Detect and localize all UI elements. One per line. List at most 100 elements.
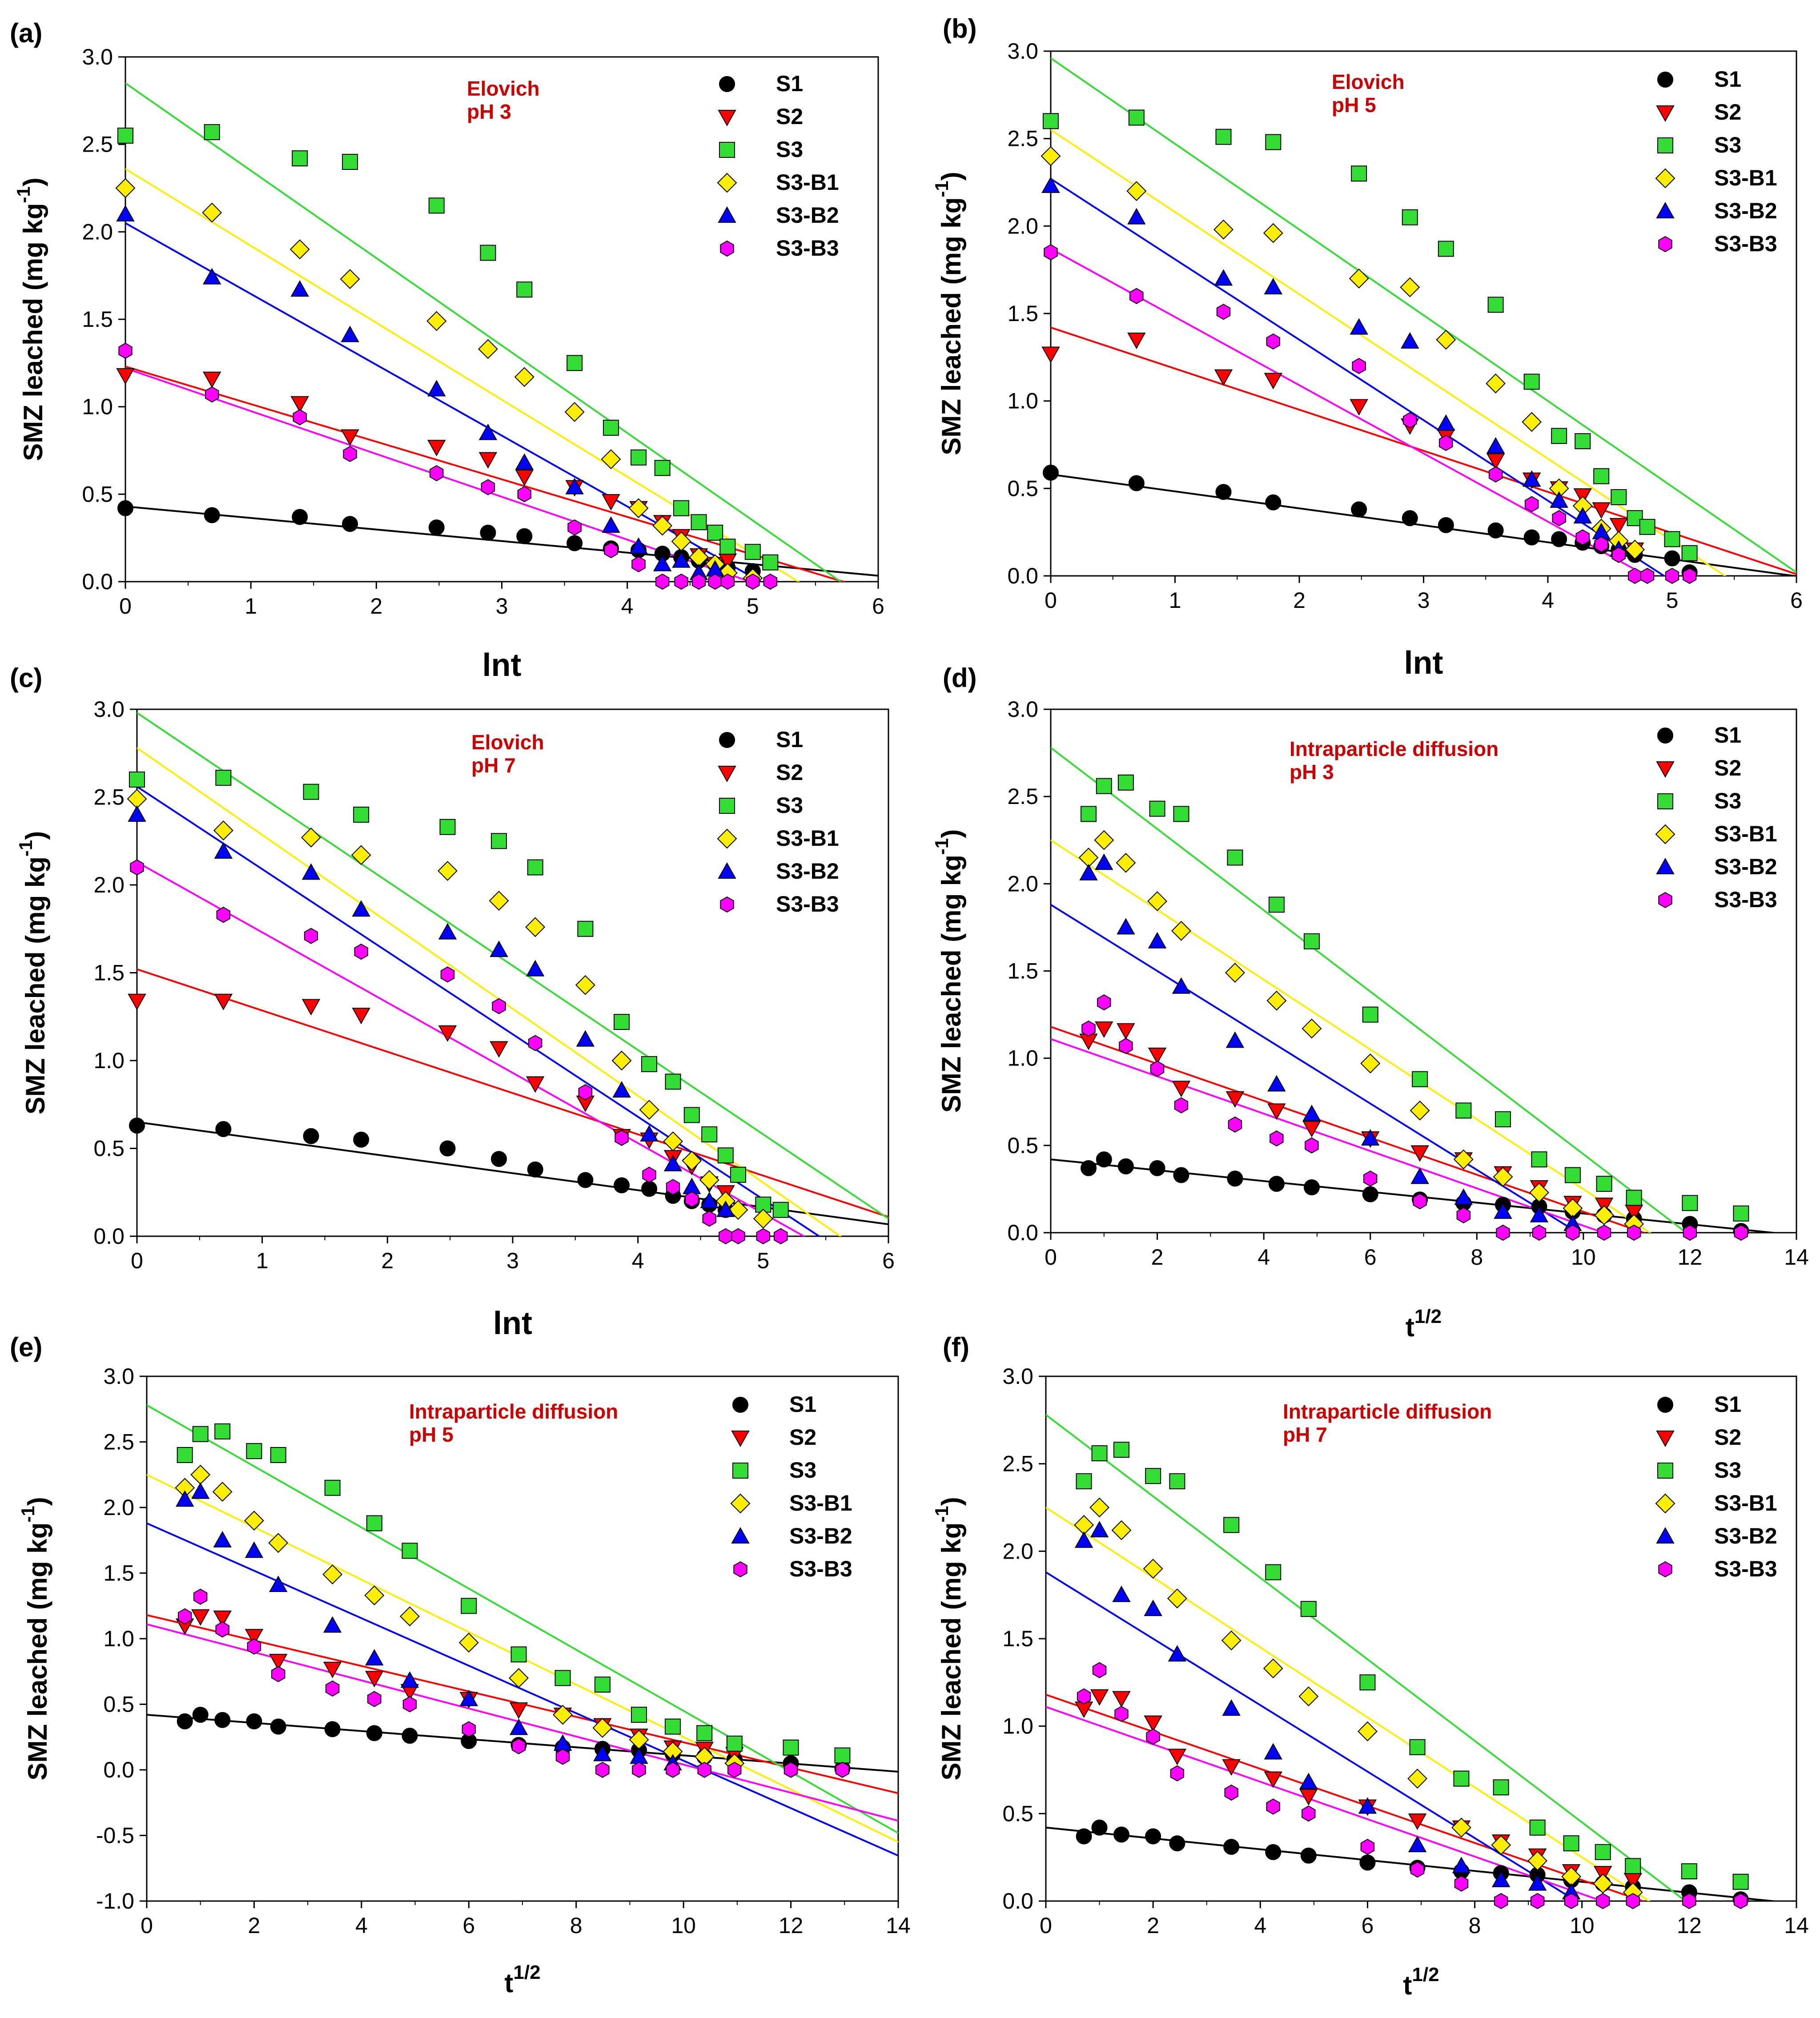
data-point xyxy=(1076,1828,1092,1845)
x-tick-label: 2 xyxy=(370,594,382,619)
series-s3-b2 xyxy=(1041,176,1628,557)
data-point xyxy=(611,1050,632,1071)
data-point xyxy=(639,1100,659,1120)
data-point xyxy=(1564,1167,1581,1183)
data-point xyxy=(1127,333,1146,350)
data-point xyxy=(717,1147,734,1164)
data-point xyxy=(671,531,691,551)
legend-label: S3 xyxy=(776,137,803,162)
data-point xyxy=(526,960,545,977)
data-point xyxy=(427,440,446,457)
data-point xyxy=(426,311,447,331)
legend-label: S3 xyxy=(1714,1458,1741,1483)
data-point xyxy=(214,993,233,1010)
plot-frame xyxy=(125,56,879,583)
fit-line-s3-b3 xyxy=(137,861,806,1236)
data-point xyxy=(511,1738,526,1755)
y-tick-label: 0.0 xyxy=(82,569,113,594)
data-point xyxy=(478,423,498,440)
data-point xyxy=(1682,1195,1698,1211)
y-tick-label: 0.0 xyxy=(1002,1889,1033,1913)
data-point xyxy=(666,1761,680,1778)
data-point xyxy=(691,573,706,590)
data-point xyxy=(612,1081,631,1098)
data-point xyxy=(641,1056,658,1072)
data-point xyxy=(1095,1021,1113,1038)
data-point xyxy=(1215,129,1232,145)
data-point xyxy=(1214,369,1233,386)
data-point xyxy=(517,486,531,502)
legend-label: S3-B2 xyxy=(789,1524,852,1548)
data-point xyxy=(212,1482,233,1502)
data-point xyxy=(1041,346,1060,363)
data-point xyxy=(602,494,620,511)
series-s3-b1 xyxy=(1041,146,1645,560)
data-point xyxy=(271,1666,285,1682)
legend-marker xyxy=(718,862,736,879)
data-point xyxy=(665,1073,681,1090)
data-point xyxy=(303,1128,319,1144)
data-point xyxy=(1077,1688,1091,1704)
y-tick-label: 1.5 xyxy=(1007,959,1038,984)
x-axis-label: t1/2 xyxy=(504,1962,540,1998)
data-point xyxy=(1263,1658,1283,1679)
data-point xyxy=(682,1150,702,1171)
data-point xyxy=(1172,977,1191,994)
data-point xyxy=(1305,1137,1319,1154)
data-point xyxy=(1351,165,1367,182)
legend-label: S3-B2 xyxy=(776,859,839,884)
y-axis-label: SMZ leached (mg kg-1) xyxy=(931,1497,966,1780)
series-s3 xyxy=(117,124,779,571)
legend-marker xyxy=(1656,201,1675,218)
data-point xyxy=(632,1761,646,1778)
data-point xyxy=(1129,288,1144,304)
data-point xyxy=(1523,529,1540,546)
x-tick-label: 8 xyxy=(570,1913,583,1938)
data-point xyxy=(514,367,534,387)
legend-label: S3-B1 xyxy=(776,170,839,195)
data-point xyxy=(480,524,496,541)
fit-line-s3-b1 xyxy=(137,747,842,1236)
legend-label: S3-B2 xyxy=(1714,1524,1777,1548)
data-point xyxy=(1597,1224,1611,1241)
data-point xyxy=(490,1041,508,1058)
data-point xyxy=(783,1739,799,1756)
data-point xyxy=(1173,1167,1189,1183)
legend-marker xyxy=(1655,168,1675,189)
y-tick-label: 2.0 xyxy=(103,1495,134,1520)
series-s1 xyxy=(1076,1819,1749,1908)
data-point xyxy=(1352,358,1366,374)
data-point xyxy=(1683,1224,1697,1241)
y-tick-label: 1.5 xyxy=(82,307,113,332)
data-point xyxy=(1681,1863,1697,1880)
data-point xyxy=(1270,1130,1284,1147)
data-point xyxy=(353,807,370,823)
data-point xyxy=(301,999,321,1016)
data-point xyxy=(1530,1893,1545,1909)
data-point xyxy=(192,1707,209,1723)
data-point xyxy=(1149,800,1165,817)
data-point xyxy=(491,833,507,849)
data-point xyxy=(578,1084,593,1101)
data-point xyxy=(1529,1819,1546,1836)
data-point xyxy=(699,1170,719,1190)
data-point xyxy=(1224,1784,1238,1801)
legend-marker xyxy=(720,896,734,913)
data-point xyxy=(1145,1468,1161,1484)
x-tick-label: 2 xyxy=(1151,1245,1164,1270)
series-s1 xyxy=(1081,1151,1749,1239)
legend-label: S2 xyxy=(1714,756,1741,780)
data-point xyxy=(1302,1805,1316,1822)
x-tick-label: 6 xyxy=(872,594,884,619)
series-s3-b3 xyxy=(1081,994,1748,1241)
data-point xyxy=(527,1161,543,1178)
data-point xyxy=(1041,146,1061,166)
legend-label: S3-B3 xyxy=(1714,231,1777,256)
series-s3-b3 xyxy=(130,859,788,1245)
y-tick-label: 3.0 xyxy=(1007,39,1038,64)
data-point xyxy=(672,551,691,568)
data-point xyxy=(1171,921,1191,941)
data-point xyxy=(1359,1854,1376,1871)
fit-line-s3 xyxy=(1046,1414,1687,1901)
data-point xyxy=(1081,806,1097,822)
